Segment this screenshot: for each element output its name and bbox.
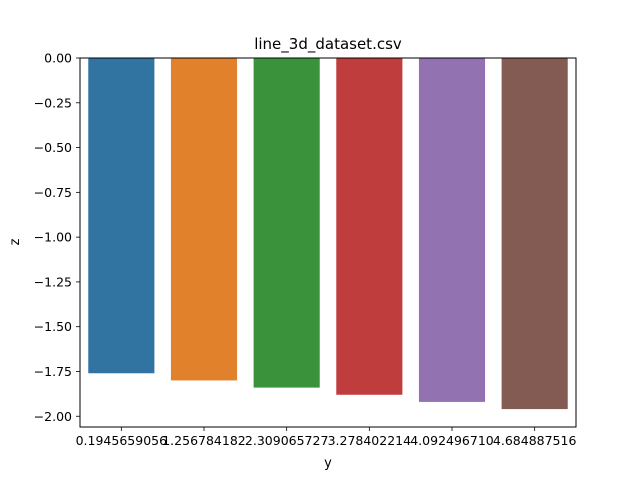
y-tick-label: −1.50 (34, 319, 72, 334)
bar-1 (88, 58, 155, 374)
y-tick-label: −0.25 (34, 95, 72, 110)
y-tick-label: −1.25 (34, 274, 72, 289)
chart-title: line_3d_dataset.csv (254, 35, 402, 54)
x-tick-label: 0.1945659056 (76, 433, 168, 448)
bars-group (88, 58, 568, 410)
bar-2 (170, 58, 238, 381)
x-tick-label: 1.256784182 (162, 433, 246, 448)
y-tick-label: −0.75 (34, 185, 72, 200)
x-tick-label: 4.092496710 (410, 433, 494, 448)
x-tick-label: 3.278402214 (328, 433, 412, 448)
bar-4 (336, 58, 403, 395)
y-tick-label: −2.00 (34, 409, 72, 424)
y-tick-label: −1.75 (34, 364, 72, 379)
x-axis-label: y (324, 456, 332, 471)
y-ticks-group: 0.00 −0.25 −0.50 −0.75 −1.00 −1.25 −1.50 −1.75 −… (34, 51, 80, 424)
bar-3 (253, 58, 320, 388)
x-tick-label: 2.309065727 (245, 433, 329, 448)
bar-5 (418, 58, 486, 402)
y-tick-label: 0.00 (44, 51, 72, 66)
y-tick-label: −0.50 (34, 140, 72, 155)
y-tick-label: −1.00 (34, 230, 72, 245)
bar-6 (501, 58, 568, 410)
plot-frame (79, 57, 577, 428)
y-axis-label: z (8, 238, 23, 245)
x-tick-label: 4.684887516 (493, 433, 577, 448)
